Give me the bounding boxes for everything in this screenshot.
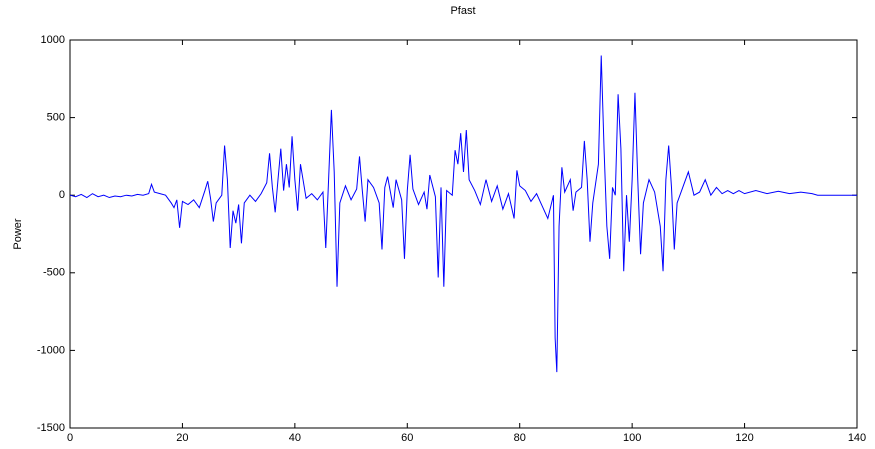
x-tick-label: 20 bbox=[176, 432, 188, 444]
data-line bbox=[69, 55, 857, 373]
x-tick-label: 140 bbox=[848, 432, 866, 444]
plot-frame bbox=[69, 39, 858, 429]
y-tick-label: -1000 bbox=[37, 344, 65, 356]
y-tick-label: 1000 bbox=[41, 34, 65, 46]
x-tick-label: 0 bbox=[67, 432, 73, 444]
y-tick-label: -1500 bbox=[37, 422, 65, 434]
x-tick-label: 80 bbox=[514, 432, 526, 444]
y-tick-label: -500 bbox=[43, 267, 65, 279]
chart-title: Pfast bbox=[450, 5, 475, 17]
y-tick-label: 0 bbox=[59, 189, 65, 201]
y-axis-label: Power bbox=[12, 218, 24, 250]
x-tick-label: 120 bbox=[735, 432, 753, 444]
x-tick-label: 40 bbox=[289, 432, 301, 444]
y-tick-label: 500 bbox=[47, 112, 65, 124]
x-tick-label: 100 bbox=[623, 432, 641, 444]
x-tick-label: 60 bbox=[401, 432, 413, 444]
